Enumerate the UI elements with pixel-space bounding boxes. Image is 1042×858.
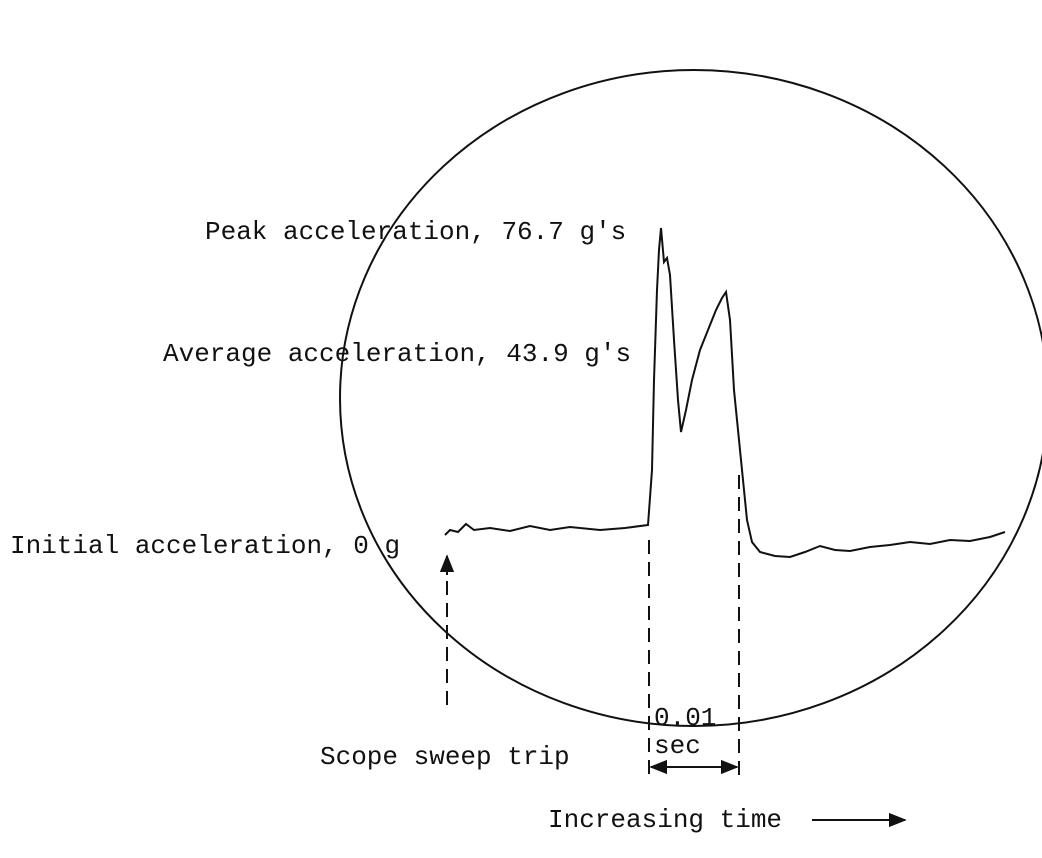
peak-label: Peak acceleration, 76.7 g's	[205, 217, 626, 247]
scope-screen	[339, 69, 1042, 727]
average-label: Average acceleration, 43.9 g's	[163, 339, 631, 369]
initial-label: Initial acceleration, 0 g	[10, 531, 400, 561]
acceleration-trace	[444, 227, 1006, 559]
time-axis-label: Increasing time	[548, 805, 782, 835]
interval-unit-label: sec	[654, 731, 701, 761]
sweep-label: Scope sweep trip	[320, 742, 570, 772]
interval-label: 0.01	[654, 703, 716, 733]
